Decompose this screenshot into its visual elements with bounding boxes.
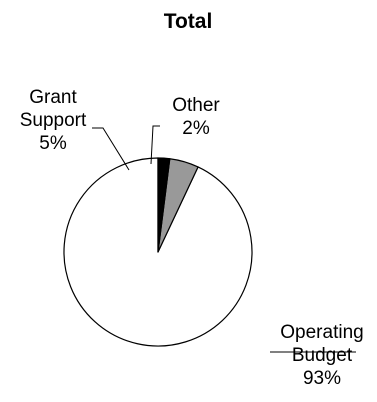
leader-line-other: [150, 125, 160, 165]
label-leader-lines: [92, 125, 356, 353]
pie-slices: [63, 157, 253, 347]
slice-percent-label: 2%: [182, 118, 210, 139]
slice-name-line: Budget: [292, 345, 353, 366]
pie-slice-other: [157, 157, 171, 253]
slice-name-line: Grant: [29, 87, 77, 108]
slice-name-line: Other: [172, 95, 220, 116]
slice-label-grant-support: Grant Support 5%: [20, 87, 87, 154]
leader-line-grant-support: [92, 127, 130, 171]
slice-label-other: Other 2%: [172, 95, 220, 139]
slice-labels: Operating Budget 93% Grant Support 5% Other 2%: [20, 87, 364, 389]
slice-name-line: Operating: [280, 322, 363, 343]
slice-label-operating-budget: Operating Budget 93%: [280, 322, 363, 389]
slice-percent-label: 93%: [303, 368, 341, 389]
slice-name-line: Support: [20, 110, 87, 131]
chart-title: Total: [164, 10, 213, 33]
slice-percent-label: 5%: [39, 133, 67, 154]
